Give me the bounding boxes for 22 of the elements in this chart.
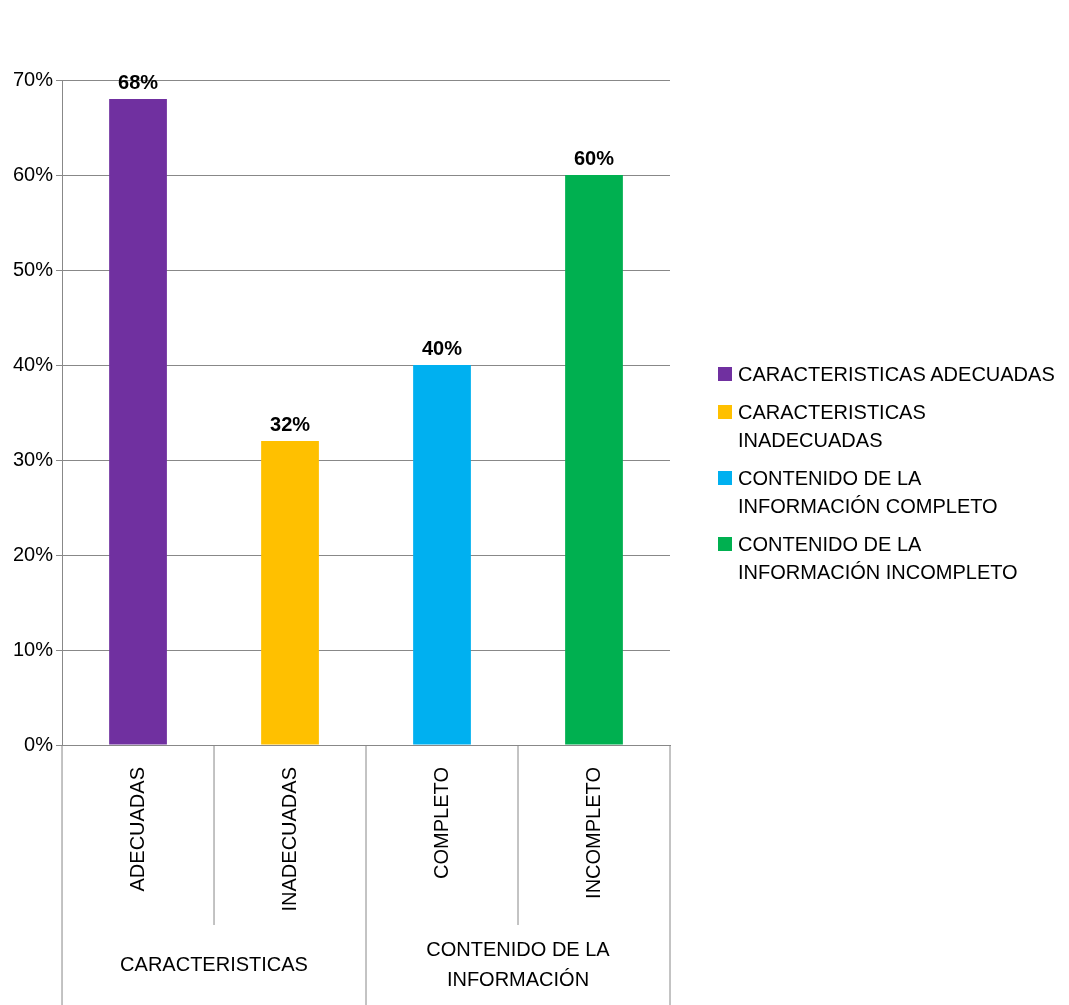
y-tick-label: 0% — [24, 732, 54, 755]
y-tick-label: 60% — [13, 162, 54, 185]
legend-label: CONTENIDO DE LA INFORMACIÓN INCOMPLETO — [738, 532, 1019, 585]
text: CONTENIDO DE LA INFORMACIÓN — [426, 937, 611, 990]
legend-label: CONTENIDO DE LA INFORMACIÓN COMPLETO — [738, 466, 999, 519]
data-label: 68% — [118, 70, 159, 93]
x-tick-label: ADECUADAS — [125, 767, 148, 892]
data-label: 32% — [270, 412, 311, 435]
legend-label: CARACTERISTICAS INADECUADAS — [738, 400, 927, 453]
y-tick-label: 10% — [13, 637, 54, 660]
x-tick-label: COMPLETO — [429, 767, 452, 879]
y-tick-label: 70% — [13, 67, 54, 90]
y-tick-label: 20% — [13, 542, 54, 565]
y-tick-label: 50% — [13, 257, 54, 280]
x-tick-label: INCOMPLETO — [581, 767, 604, 899]
y-tick-label: 30% — [13, 447, 54, 470]
legend-label: CARACTERISTICAS ADECUADAS — [738, 362, 1055, 387]
data-label: 40% — [422, 336, 463, 359]
x-tick-label: INADECUADAS — [277, 767, 300, 912]
data-label: 60% — [573, 146, 615, 169]
text: CARACTERISTICAS — [120, 952, 308, 975]
y-tick-label: 40% — [13, 352, 54, 375]
